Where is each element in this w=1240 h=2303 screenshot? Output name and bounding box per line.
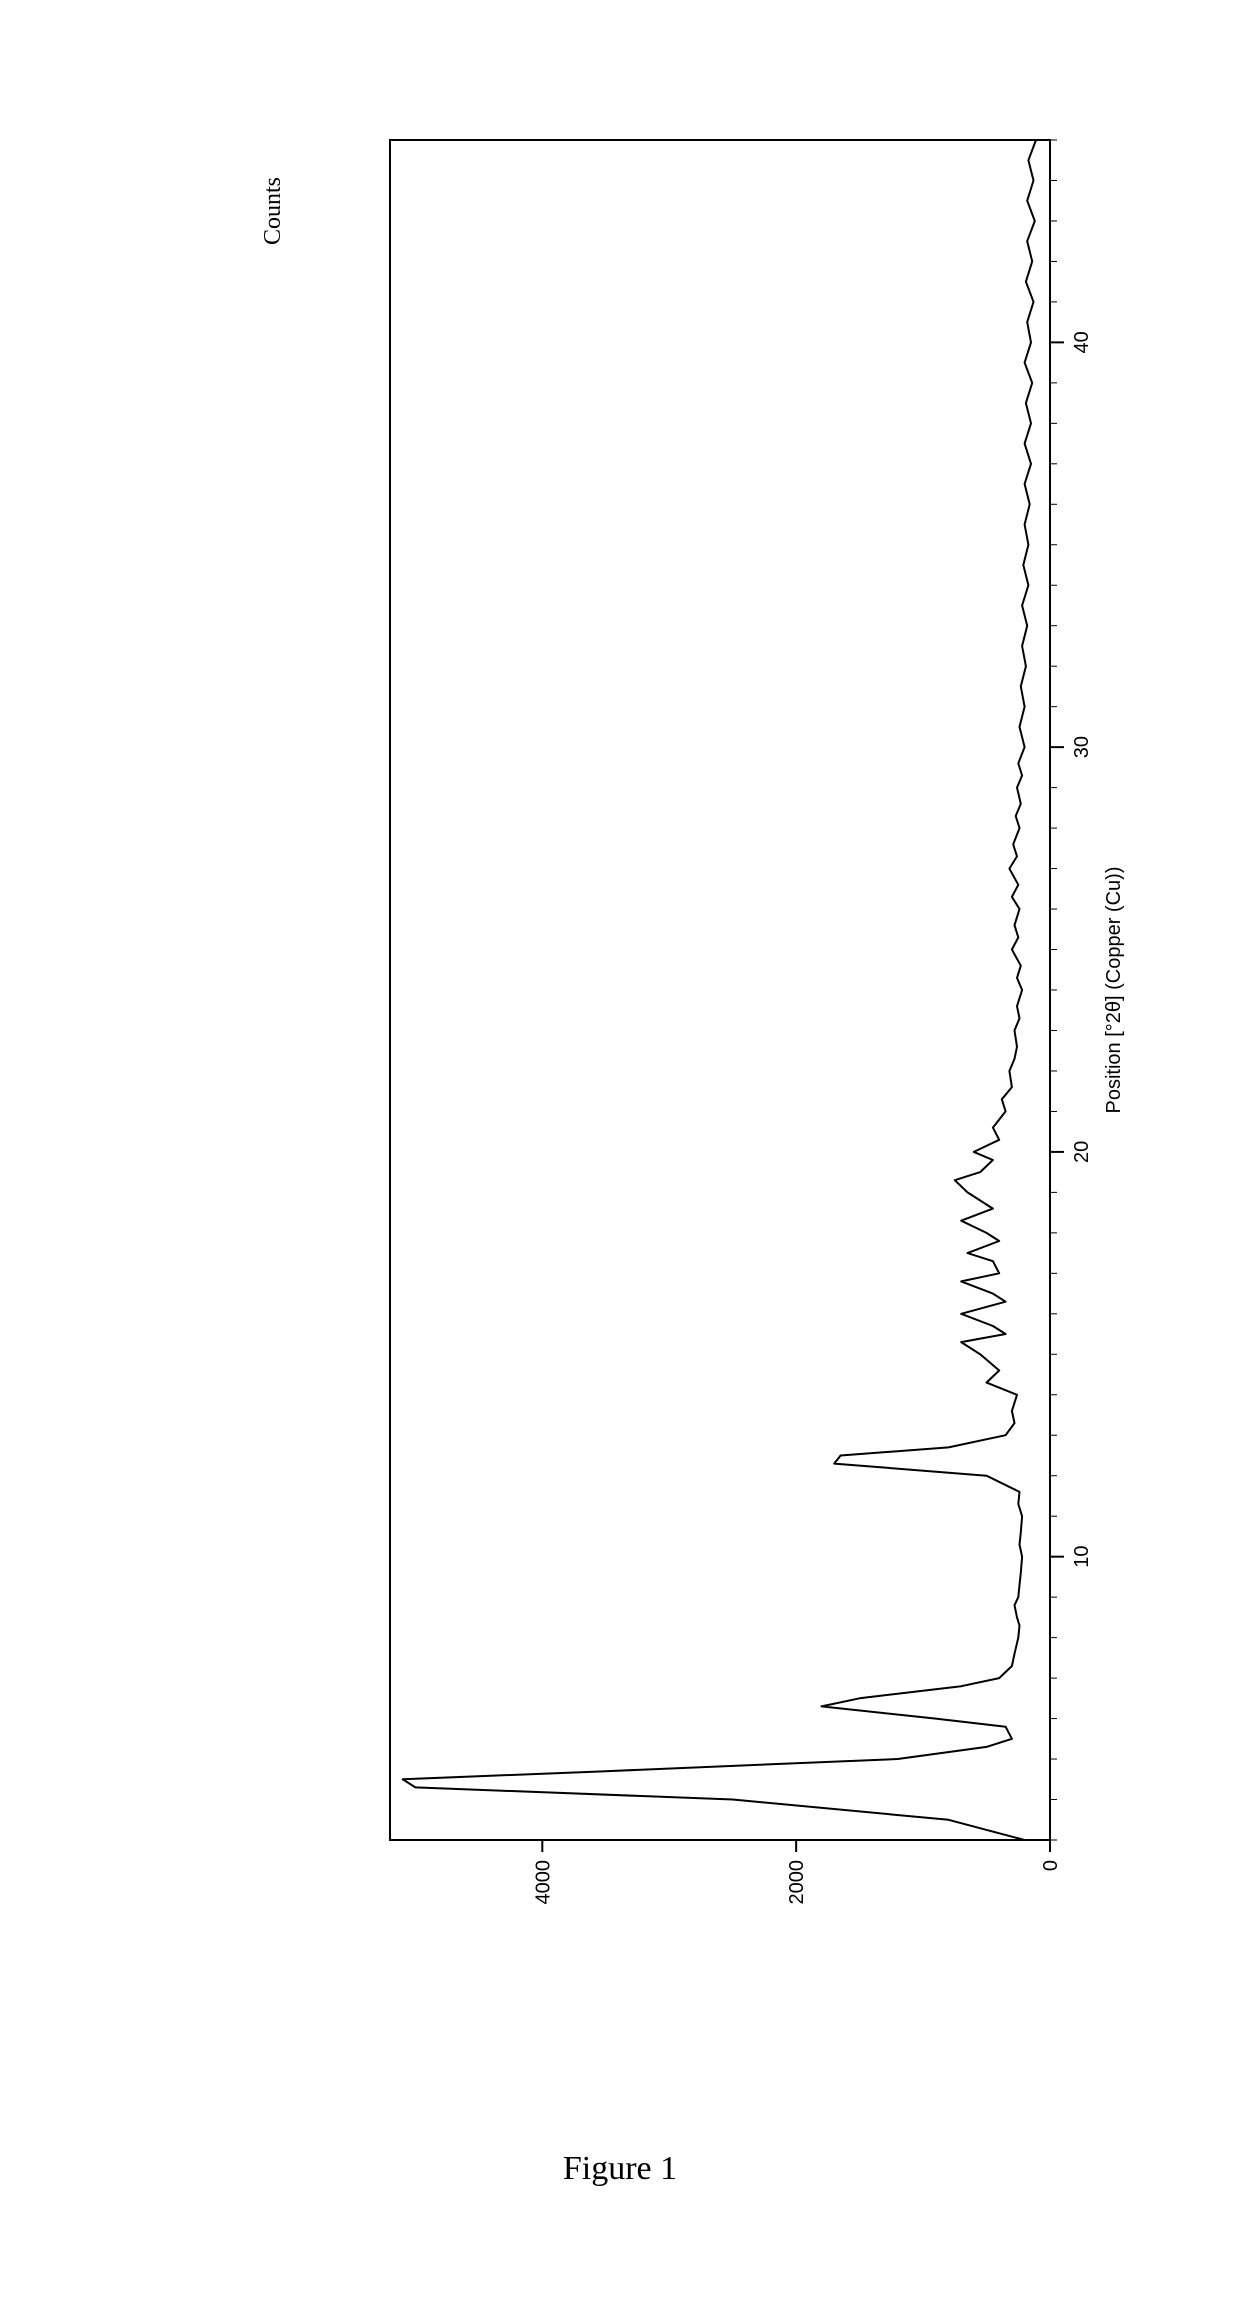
svg-text:10: 10 [1071, 1546, 1093, 1568]
svg-text:Position [°2θ] (Copper (Cu)): Position [°2θ] (Copper (Cu)) [1103, 867, 1125, 1114]
svg-text:40: 40 [1071, 331, 1093, 353]
chart-rotated-wrapper: 02000400010203040Position [°2θ] (Copper … [0, 650, 1240, 1430]
svg-text:4000: 4000 [532, 1860, 554, 1905]
svg-text:20: 20 [1071, 1141, 1093, 1163]
svg-text:30: 30 [1071, 736, 1093, 758]
figure-caption: Figure 1 [0, 2150, 1240, 2188]
svg-text:2000: 2000 [786, 1860, 808, 1905]
page: Counts 0 2000 4000 10 20 30 40 Position [°2θ] (… [0, 0, 1240, 2303]
chart-inner: 0 2000 4000 10 20 30 40 Position [°2θ] (Copper … [370, 110, 1150, 1970]
svg-text:0: 0 [1040, 1860, 1062, 1871]
y-axis-title: Counts [260, 177, 287, 245]
xrd-line-chart: 0 2000 4000 10 20 30 40 Position [°2θ] (Copper … [370, 110, 1150, 1970]
